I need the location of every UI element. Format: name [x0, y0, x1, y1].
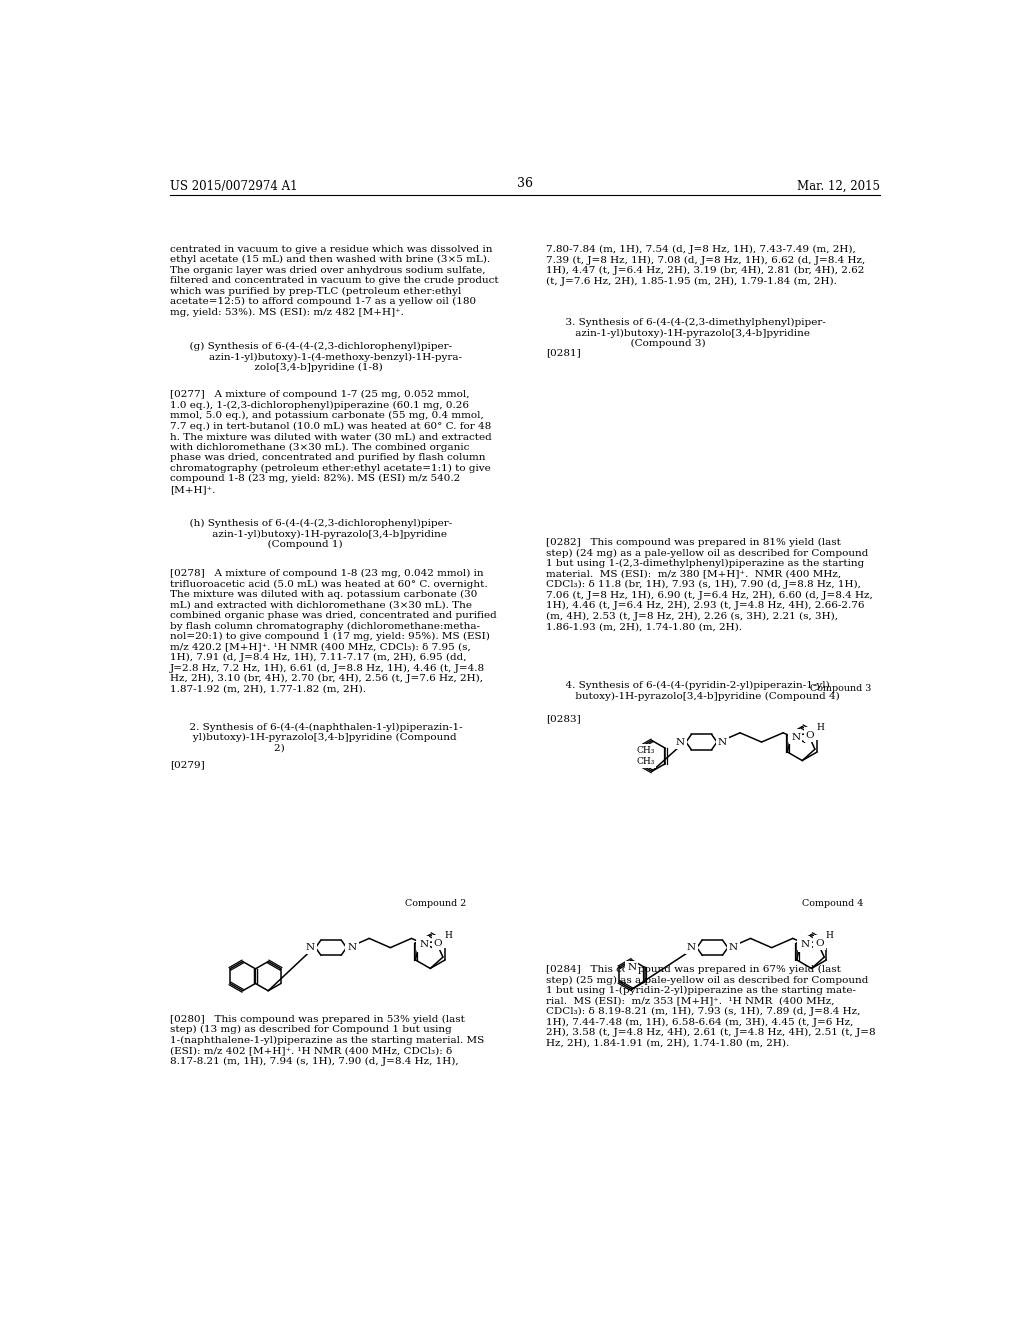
- Text: N: N: [676, 738, 685, 747]
- Text: N: N: [687, 944, 696, 952]
- Text: 3. Synthesis of 6-(4-(4-(2,3-dimethylphenyl)piper-
         azin-1-yl)butoxy)-1H: 3. Synthesis of 6-(4-(4-(2,3-dimethylphe…: [546, 318, 826, 348]
- Text: [0278]   A mixture of compound 1-8 (23 mg, 0.042 mmol) in
trifluoroacetic acid (: [0278] A mixture of compound 1-8 (23 mg,…: [170, 569, 497, 694]
- Text: [0277]   A mixture of compound 1-7 (25 mg, 0.052 mmol,
1.0 eq.), 1-(2,3-dichloro: [0277] A mixture of compound 1-7 (25 mg,…: [170, 391, 492, 494]
- Text: [0281]: [0281]: [546, 348, 581, 358]
- Text: O: O: [434, 939, 442, 948]
- Text: Compound 2: Compound 2: [406, 899, 467, 908]
- Text: H: H: [444, 931, 453, 940]
- Text: 4. Synthesis of 6-(4-(4-(pyridin-2-yl)piperazin-1-yl)
         butoxy)-1H-pyrazo: 4. Synthesis of 6-(4-(4-(pyridin-2-yl)pi…: [546, 681, 840, 701]
- Text: [0279]: [0279]: [170, 760, 205, 770]
- Text: [0283]: [0283]: [546, 714, 581, 723]
- Text: 7.80-7.84 (m, 1H), 7.54 (d, J=8 Hz, 1H), 7.43-7.49 (m, 2H),
7.39 (t, J=8 Hz, 1H): 7.80-7.84 (m, 1H), 7.54 (d, J=8 Hz, 1H),…: [546, 244, 865, 285]
- Text: (h) Synthesis of 6-(4-(4-(2,3-dichlorophenyl)piper-
             azin-1-yl)butox: (h) Synthesis of 6-(4-(4-(2,3-dichloroph…: [170, 519, 453, 549]
- Text: N: N: [347, 944, 356, 952]
- Text: 36: 36: [517, 177, 532, 190]
- Text: N: N: [305, 944, 314, 952]
- Text: CH₃: CH₃: [636, 756, 654, 766]
- Text: O: O: [806, 731, 814, 739]
- Text: N: N: [799, 939, 808, 948]
- Text: (g) Synthesis of 6-(4-(4-(2,3-dichlorophenyl)piper-
            azin-1-yl)butoxy: (g) Synthesis of 6-(4-(4-(2,3-dichloroph…: [170, 342, 462, 372]
- Text: [0284]   This compound was prepared in 67% yield (last
step) (25 mg) as a pale-y: [0284] This compound was prepared in 67%…: [546, 965, 876, 1048]
- Text: O: O: [815, 939, 823, 948]
- Text: centrated in vacuum to give a residue which was dissolved in
ethyl acetate (15 m: centrated in vacuum to give a residue wh…: [170, 244, 499, 317]
- Text: Compound 4: Compound 4: [802, 899, 863, 908]
- Text: N: N: [729, 944, 738, 952]
- Text: [0282]   This compound was prepared in 81% yield (last
step) (24 mg) as a pale-y: [0282] This compound was prepared in 81%…: [546, 539, 873, 631]
- Text: N: N: [718, 738, 727, 747]
- Text: Mar. 12, 2015: Mar. 12, 2015: [797, 180, 880, 193]
- Text: N: N: [807, 729, 816, 738]
- Text: CH₃: CH₃: [636, 746, 654, 755]
- Text: 2. Synthesis of 6-(4-(4-(naphthalen-1-yl)piperazin-1-
       yl)butoxy)-1H-pyraz: 2. Synthesis of 6-(4-(4-(naphthalen-1-yl…: [170, 722, 463, 752]
- Text: US 2015/0072974 A1: US 2015/0072974 A1: [170, 180, 297, 193]
- Text: N: N: [419, 940, 428, 949]
- Text: H: H: [816, 723, 824, 733]
- Text: N: N: [790, 731, 799, 739]
- Text: N: N: [418, 939, 427, 948]
- Text: N: N: [434, 937, 443, 946]
- Text: [0280]   This compound was prepared in 53% yield (last
step) (13 mg) as describe: [0280] This compound was prepared in 53%…: [170, 1015, 484, 1065]
- Text: N: N: [627, 964, 636, 972]
- Text: N: N: [816, 937, 825, 946]
- Text: Compound 3: Compound 3: [810, 684, 871, 693]
- Text: N: N: [801, 940, 810, 949]
- Text: H: H: [825, 931, 834, 940]
- Text: N: N: [792, 733, 800, 742]
